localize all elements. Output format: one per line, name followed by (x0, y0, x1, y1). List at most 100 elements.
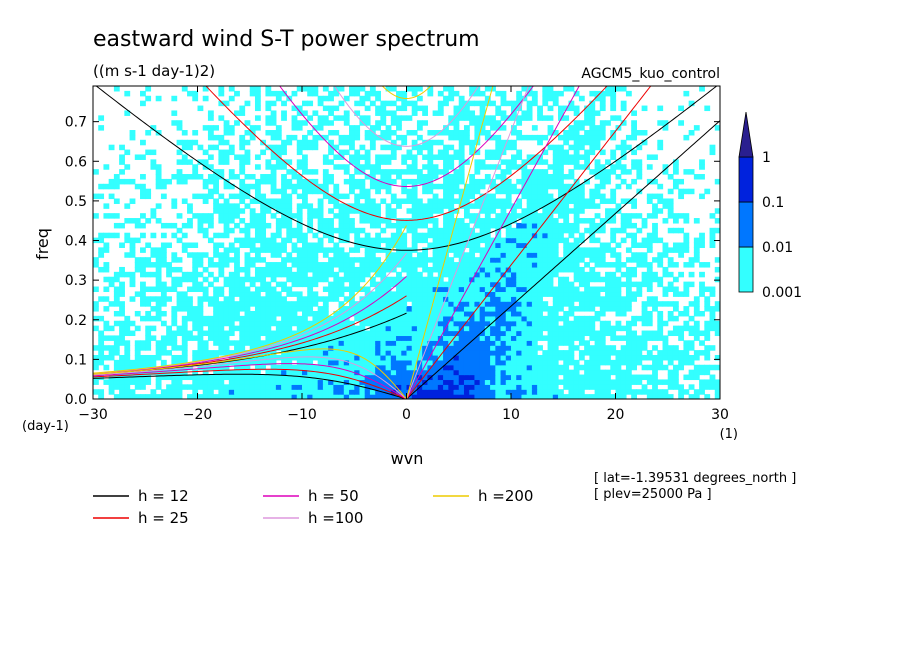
spectrum-cell (98, 296, 105, 302)
spectrum-cell (437, 266, 444, 273)
spectrum-cell (338, 350, 345, 356)
spectrum-cell (547, 203, 554, 209)
spectrum-cell (275, 198, 282, 204)
spectrum-cell (317, 271, 324, 278)
y-tick-label: 0.1 (65, 352, 87, 368)
spectrum-cell (526, 291, 533, 297)
spectrum-cell (479, 198, 486, 204)
spectrum-cell (396, 359, 402, 366)
spectrum-cell (474, 350, 481, 356)
spectrum-cell (568, 374, 575, 381)
spectrum-cell (234, 203, 240, 209)
spectrum-cell (563, 325, 570, 332)
spectrum-cell (260, 374, 267, 381)
spectrum-cell (709, 306, 716, 312)
spectrum-cell (646, 286, 653, 293)
spectrum-cell (302, 379, 308, 385)
spectrum-cell (422, 291, 428, 297)
spectrum-cell (270, 296, 277, 302)
spectrum-cell (474, 100, 481, 107)
spectrum-cell (260, 379, 267, 385)
spectrum-cell (354, 364, 361, 371)
spectrum-cell (490, 115, 496, 121)
spectrum-cell (265, 178, 272, 185)
spectrum-cell (552, 227, 559, 234)
spectrum-cell (646, 154, 653, 160)
spectrum-cell (354, 198, 361, 204)
spectrum-cell (615, 374, 622, 381)
spectrum-cell (699, 330, 705, 337)
spectrum-cell (202, 286, 209, 293)
spectrum-cell (511, 110, 517, 116)
spectrum-cell (589, 198, 596, 204)
spectrum-cell (375, 183, 381, 190)
spectrum-cell (359, 257, 366, 263)
spectrum-cell (333, 203, 340, 209)
spectrum-cell (458, 164, 465, 170)
spectrum-cell (390, 169, 397, 175)
spectrum-cell (599, 306, 606, 312)
spectrum-cell (484, 350, 491, 356)
spectrum-cell (416, 95, 423, 102)
spectrum-cell (505, 345, 512, 351)
spectrum-cell (249, 257, 256, 263)
spectrum-cell (375, 320, 381, 327)
spectrum-cell (369, 266, 376, 273)
spectrum-cell (369, 203, 376, 209)
spectrum-cell (547, 325, 554, 332)
spectrum-cell (328, 271, 334, 278)
spectrum-cell (678, 310, 685, 317)
spectrum-cell (437, 350, 444, 356)
spectrum-cell (213, 394, 219, 399)
spectrum-cell (307, 345, 314, 351)
spectrum-cell (406, 218, 413, 224)
spectrum-cell (228, 340, 235, 346)
spectrum-cell (516, 120, 523, 126)
spectrum-cell (521, 208, 528, 214)
spectrum-cell (631, 134, 637, 141)
spectrum-cell (453, 301, 460, 307)
spectrum-cell (547, 95, 554, 102)
spectrum-cell (312, 379, 319, 385)
spectrum-cell (380, 115, 387, 121)
spectrum-cell (641, 262, 648, 268)
spectrum-cell (322, 296, 329, 302)
spectrum-cell (291, 134, 298, 141)
spectrum-cell (573, 315, 580, 322)
spectrum-cell (427, 130, 434, 136)
spectrum-cell (605, 369, 611, 376)
spectrum-cell (599, 105, 606, 112)
spectrum-cell (359, 359, 366, 366)
spectrum-cell (620, 154, 627, 160)
spectrum-cell (244, 276, 251, 283)
spectrum-cell (599, 193, 606, 200)
spectrum-cell (432, 266, 439, 273)
spectrum-cell (385, 276, 392, 283)
spectrum-cell (605, 276, 611, 283)
spectrum-cell (563, 139, 570, 146)
spectrum-cell (281, 286, 287, 293)
spectrum-cell (307, 350, 314, 356)
spectrum-cell (458, 291, 465, 297)
spectrum-cell (568, 354, 575, 361)
rossby-curve-h50 (93, 363, 407, 399)
spectrum-cell (526, 354, 533, 361)
spectrum-cell (443, 144, 449, 151)
spectrum-cell (573, 110, 580, 116)
spectrum-cell (416, 271, 423, 278)
spectrum-cell (364, 374, 371, 381)
spectrum-cell (396, 227, 402, 234)
spectrum-cell (213, 183, 219, 190)
spectrum-cell (197, 227, 204, 234)
spectrum-cell (453, 252, 460, 258)
spectrum-cell (578, 188, 585, 195)
spectrum-cell (443, 266, 449, 273)
spectrum-cell (218, 310, 225, 317)
spectrum-cell (443, 301, 449, 307)
spectrum-cell (683, 247, 690, 253)
spectrum-cell (657, 281, 664, 288)
spectrum-cell (563, 281, 570, 288)
spectrum-cell (176, 374, 183, 381)
spectrum-cell (302, 232, 308, 239)
